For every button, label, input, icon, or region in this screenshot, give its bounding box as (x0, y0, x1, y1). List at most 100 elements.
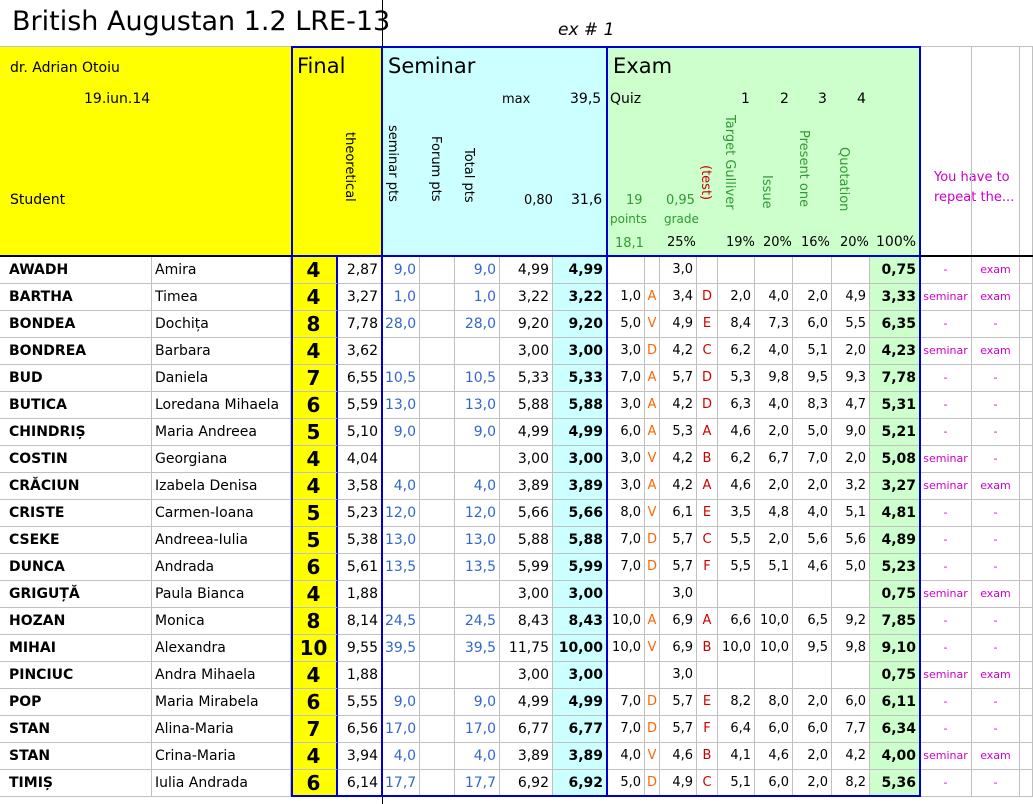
cell: Daniela (152, 365, 291, 392)
cell: POP (0, 689, 152, 716)
cell: 7 (291, 716, 338, 743)
grade-label: grade (664, 212, 699, 226)
cell: 4,2 (660, 338, 697, 365)
cell (607, 257, 645, 284)
cell: B (697, 635, 718, 662)
cell (455, 662, 500, 689)
cell: 3,22 (500, 284, 553, 311)
cell (420, 257, 455, 284)
cell: 5,99 (553, 554, 607, 581)
cell: 2,0 (793, 473, 832, 500)
cell (755, 581, 793, 608)
cell: - (920, 689, 972, 716)
cell: 6,5 (793, 608, 832, 635)
cell: PINCIUC (0, 662, 152, 689)
cell: STAN (0, 716, 152, 743)
cell: exam (972, 743, 1020, 770)
cell: 5,23 (870, 554, 920, 581)
title: British Augustan 1.2 LRE-13 (12, 6, 391, 37)
cell: seminar (920, 473, 972, 500)
cell: 6,7 (755, 446, 793, 473)
seminar-label: Seminar (388, 54, 476, 78)
cell (420, 608, 455, 635)
cell: 9,8 (832, 635, 870, 662)
cell: 3,5 (718, 500, 755, 527)
item-label: 3 (818, 91, 827, 107)
cell: 12,0 (455, 500, 500, 527)
cell: E (697, 689, 718, 716)
cell: 3,27 (870, 473, 920, 500)
cell: 7,0 (793, 446, 832, 473)
item-label: 4 (857, 91, 866, 107)
cell: 4,2 (832, 743, 870, 770)
issue-label: Issue (759, 175, 774, 209)
cell: 6,1 (660, 500, 697, 527)
cell: GRIGUȚĂ (0, 581, 152, 608)
weight: 20% (840, 235, 869, 250)
cell (420, 662, 455, 689)
cell: - (972, 635, 1020, 662)
cell: 5 (291, 527, 338, 554)
cell: 9,0 (455, 419, 500, 446)
cell: - (920, 608, 972, 635)
cell: 8,0 (607, 500, 645, 527)
weight: 25% (667, 235, 696, 250)
cell: 5,7 (660, 689, 697, 716)
cell: - (920, 554, 972, 581)
cell (1020, 473, 1033, 500)
cell: 17,0 (382, 716, 420, 743)
cell (382, 446, 420, 473)
cell: A (645, 365, 660, 392)
cell: 6,0 (755, 716, 793, 743)
cell (1020, 338, 1033, 365)
cell: B (697, 743, 718, 770)
cell: 6 (291, 554, 338, 581)
cell: D (645, 554, 660, 581)
cell (697, 257, 718, 284)
cell: 4,6 (660, 743, 697, 770)
cell: 4,6 (718, 419, 755, 446)
cell: 6,6 (718, 608, 755, 635)
cell: 3,2 (832, 473, 870, 500)
cell: 3,89 (500, 473, 553, 500)
cell: Andrada (152, 554, 291, 581)
seminar-header (382, 47, 607, 257)
cell: 9,0 (382, 419, 420, 446)
cell: A (645, 473, 660, 500)
quiz-points: 19 (626, 193, 643, 208)
cell: 4 (291, 662, 338, 689)
cell (645, 662, 660, 689)
weight: 19% (726, 235, 755, 250)
cell (420, 446, 455, 473)
final-label: Final (297, 54, 346, 78)
cell: 24,5 (382, 608, 420, 635)
cell: 39,5 (382, 635, 420, 662)
cell (420, 365, 455, 392)
cell: 6,0 (607, 419, 645, 446)
cell (420, 635, 455, 662)
cell: CRISTE (0, 500, 152, 527)
cell: A (697, 419, 718, 446)
cell: Monica (152, 608, 291, 635)
student-label: Student (10, 192, 66, 208)
cell: 9,0 (382, 689, 420, 716)
cell: 6,0 (832, 689, 870, 716)
cell: 8,2 (718, 689, 755, 716)
cell (832, 662, 870, 689)
cell: CHINDRIȘ (0, 419, 152, 446)
cell: 5,1 (832, 500, 870, 527)
cell: 5,88 (553, 392, 607, 419)
cell: seminar (920, 743, 972, 770)
cell: 10,0 (607, 608, 645, 635)
quotation-label: Quotation (836, 147, 851, 212)
teacher: dr. Adrian Otoiu (10, 60, 120, 76)
cell (420, 554, 455, 581)
cell: 4,2 (660, 473, 697, 500)
cell: 5,7 (660, 365, 697, 392)
cell: 2,0 (755, 527, 793, 554)
cell: D (697, 365, 718, 392)
exam-box (606, 46, 921, 797)
cell: 0,75 (870, 662, 920, 689)
cell: Maria Andreea (152, 419, 291, 446)
cell: - (920, 419, 972, 446)
